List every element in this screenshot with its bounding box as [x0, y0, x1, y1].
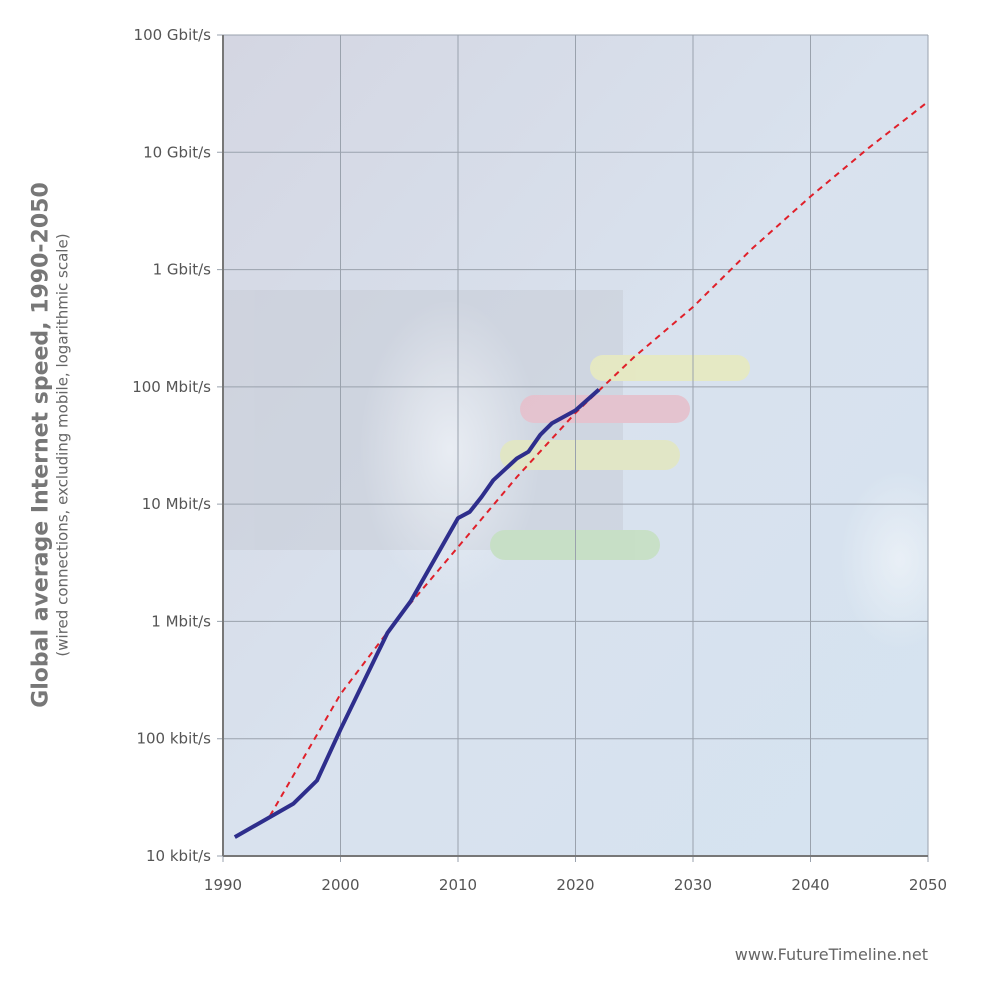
y-axis-label: Global average Internet speed, 1990-2050 — [28, 182, 54, 708]
y-axis-sublabel: (wired connections, excluding mobile, lo… — [53, 233, 72, 657]
y-tick-label: 1 Gbit/s — [153, 261, 212, 279]
y-tick-label: 100 Mbit/s — [132, 378, 211, 396]
historical-line — [233, 388, 601, 839]
x-tick-label: 2030 — [674, 876, 712, 894]
x-tick-label: 2050 — [909, 876, 947, 894]
series — [233, 100, 929, 839]
y-tick-label: 10 Gbit/s — [143, 143, 211, 161]
x-tick-label: 2020 — [556, 876, 594, 894]
y-tick-label: 1 Mbit/s — [151, 612, 211, 630]
x-tick-label: 2040 — [791, 876, 829, 894]
y-axis-title: Global average Internet speed, 1990-2050… — [29, 182, 72, 708]
credit-text: www.FutureTimeline.net — [734, 945, 928, 964]
x-tick-label: 2000 — [321, 876, 359, 894]
y-tick-label: 100 kbit/s — [136, 730, 211, 748]
y-tick-label: 100 Gbit/s — [134, 26, 212, 44]
tick-labels: 1990 2000 2010 2020 2030 2040 2050 100 Gbit/s 10… — [132, 26, 947, 894]
y-tick-label: 10 kbit/s — [146, 847, 211, 865]
x-tick-label: 2010 — [439, 876, 477, 894]
grid — [217, 34, 929, 862]
x-tick-label: 1990 — [204, 876, 242, 894]
y-tick-label: 10 Mbit/s — [142, 495, 211, 513]
